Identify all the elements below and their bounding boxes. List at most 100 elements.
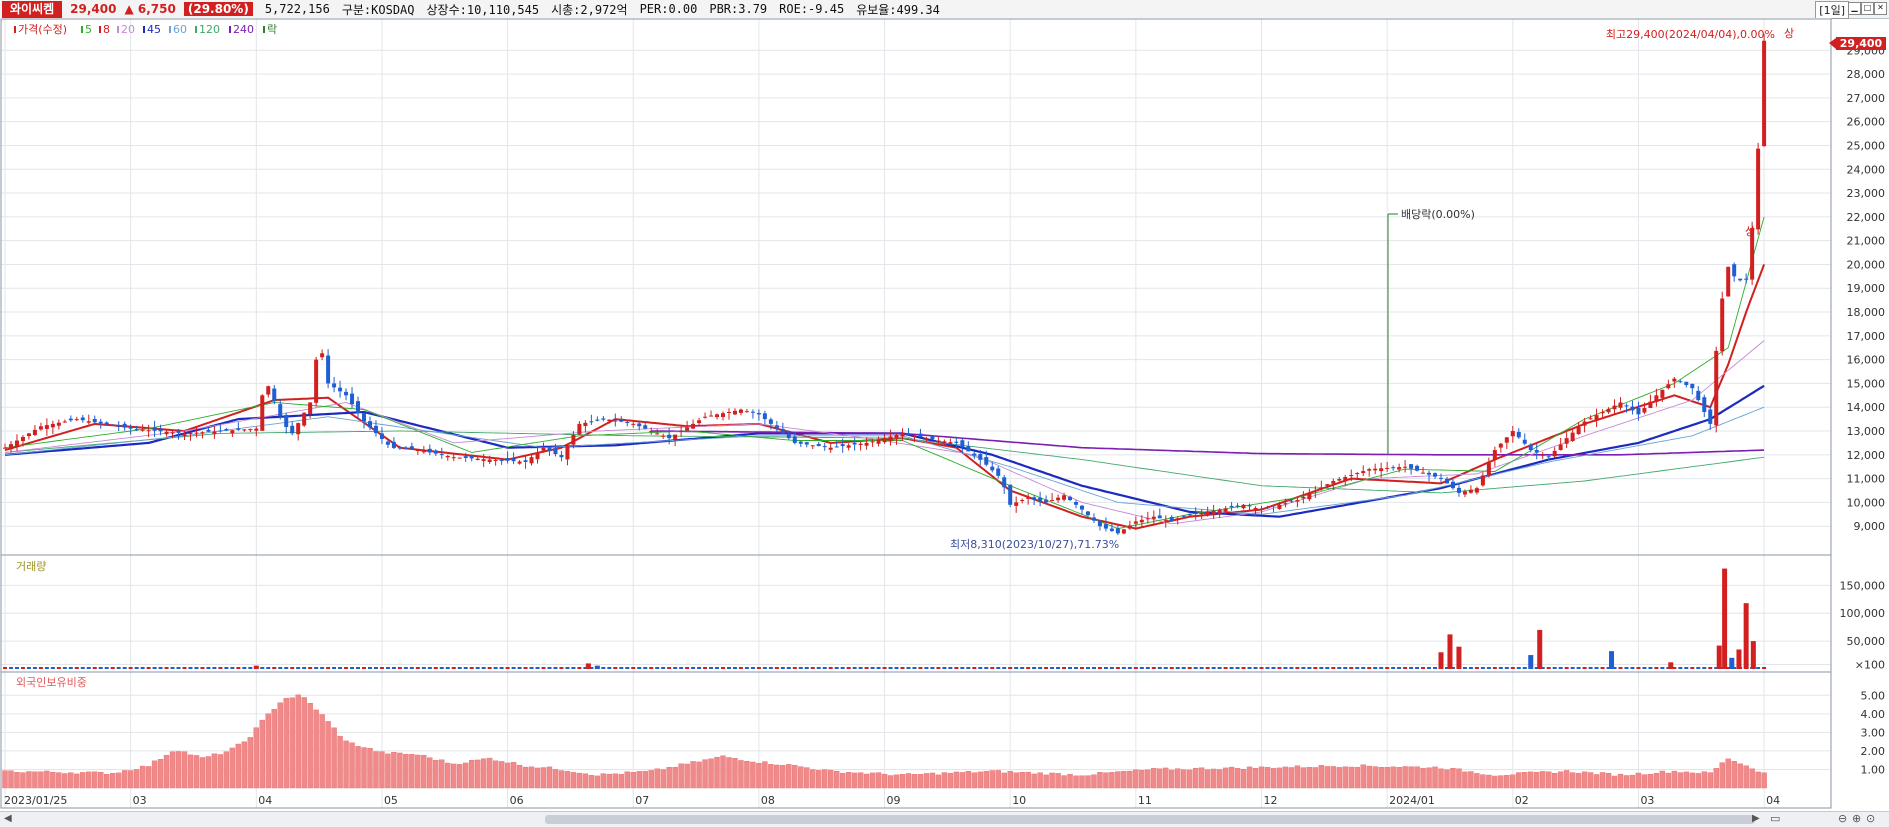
minimize-icon[interactable]: ▁ xyxy=(1848,2,1861,15)
volume-bar xyxy=(1498,667,1503,669)
volume-bar xyxy=(1235,667,1240,669)
foreign-ownership-bar xyxy=(295,694,301,789)
foreign-ownership-bar xyxy=(1276,767,1283,789)
volume-bar xyxy=(1247,667,1252,669)
volume-bar xyxy=(1223,667,1228,669)
price-tick-label: 17,000 xyxy=(1847,330,1886,343)
volume-bar xyxy=(679,667,684,669)
candle-body xyxy=(1205,511,1210,516)
stock-name[interactable]: 와이씨켐 xyxy=(2,0,63,18)
foreign-ownership-bar xyxy=(588,775,595,789)
candle-body xyxy=(1127,525,1132,529)
candle-body xyxy=(978,454,983,460)
foreign-ownership-bar xyxy=(1468,771,1474,789)
candle-body xyxy=(1606,408,1611,413)
foreign-ownership-bar xyxy=(804,767,810,789)
foreign-ownership-bar xyxy=(612,773,618,789)
candle-body xyxy=(1331,480,1336,484)
volume-bar xyxy=(200,667,205,669)
candle-body xyxy=(242,429,247,431)
candle-body xyxy=(1325,484,1330,486)
scroll-thumb[interactable] xyxy=(545,815,1755,824)
candle-body xyxy=(421,451,426,453)
candle-body xyxy=(990,466,995,471)
volume-bar xyxy=(1750,641,1756,669)
candle-body xyxy=(559,454,564,458)
volume-bar xyxy=(110,667,115,669)
volume-bar xyxy=(732,667,737,669)
candle-body xyxy=(1522,439,1527,444)
foreign-ownership-bar xyxy=(1665,772,1672,789)
candle-body xyxy=(750,411,755,413)
volume-bar xyxy=(601,667,606,669)
foreign-ownership-bar xyxy=(157,759,164,789)
candle-body xyxy=(1133,521,1138,524)
foreign-ownership-bar xyxy=(1234,768,1241,789)
foreign-ownership-bar xyxy=(594,775,601,789)
legend-swatch xyxy=(229,26,231,33)
volume-bar xyxy=(744,667,749,669)
foreign-ownership-bar xyxy=(498,761,505,789)
volume-bar xyxy=(391,667,396,669)
foreign-ownership-bar xyxy=(1462,771,1468,789)
zoom-reset-icon[interactable]: ⊙ xyxy=(1866,812,1876,825)
volume-bar xyxy=(1109,667,1114,669)
per-value: PER:0.00 xyxy=(639,2,698,16)
volume-bar xyxy=(517,667,522,669)
scroll-right-icon[interactable]: ▶ xyxy=(1752,813,1760,824)
zoom-in-icon[interactable]: ⊕ xyxy=(1852,812,1862,825)
price-tick-label: 26,000 xyxy=(1847,116,1886,129)
candle-body xyxy=(140,429,145,431)
candle-body xyxy=(930,435,935,440)
maximize-icon[interactable]: □ xyxy=(1861,2,1874,15)
foreign-ownership-bar xyxy=(8,770,14,789)
volume-bar xyxy=(1456,646,1462,669)
volume-bar xyxy=(715,667,720,669)
foreign-panel-border xyxy=(0,671,1832,809)
candle-body xyxy=(320,353,325,358)
candle-body xyxy=(1648,401,1653,408)
legend-swatch xyxy=(195,26,197,33)
candle-body xyxy=(1307,493,1312,500)
foreign-ownership-bar xyxy=(1300,767,1307,789)
price-tick-label: 19,000 xyxy=(1847,282,1886,295)
candle-body xyxy=(535,452,540,460)
foreign-panel-title: 외국인보유비중 xyxy=(16,676,87,689)
candle-body xyxy=(792,436,797,443)
candle-body xyxy=(804,442,809,445)
zoom-out-icon[interactable]: ⊖ xyxy=(1838,812,1848,825)
foreign-ownership-bar xyxy=(1067,773,1073,789)
close-icon[interactable]: ✕ xyxy=(1874,2,1887,15)
price-tick-label: 10,000 xyxy=(1847,496,1886,509)
volume-bar xyxy=(1492,667,1497,669)
candle-body xyxy=(1684,381,1689,386)
candle-body xyxy=(302,412,307,426)
volume-bar xyxy=(266,667,271,669)
foreign-ownership-bar xyxy=(1707,772,1713,789)
candle-body xyxy=(661,435,666,437)
price-tick-label: 9,000 xyxy=(1854,520,1886,533)
volume-bar xyxy=(1415,667,1420,669)
price-tick-label: 16,000 xyxy=(1847,354,1886,367)
period-selector[interactable]: [1일] xyxy=(1815,1,1849,19)
foreign-ownership-bar xyxy=(1432,766,1438,789)
scroll-left-icon[interactable]: ◀ xyxy=(4,813,12,824)
chart-scrollbar[interactable]: ◀ ▶ ▭ ⊖ ⊕ ⊙ xyxy=(0,811,1889,827)
volume-bar xyxy=(1355,667,1360,669)
foreign-ownership-bar xyxy=(469,759,475,789)
foreign-ownership-bar xyxy=(349,742,355,789)
volume-bar xyxy=(948,667,953,669)
candle-body xyxy=(1032,497,1037,500)
limit-up-marker: 상 xyxy=(1784,27,1794,40)
foreign-ownership-bar xyxy=(50,772,56,789)
foreign-ownership-bar xyxy=(1342,766,1348,789)
foreign-ownership-bar xyxy=(409,754,415,789)
range-slider-icon[interactable]: ▭ xyxy=(1770,812,1781,825)
volume-bar xyxy=(1564,667,1569,669)
candle-body xyxy=(50,423,55,428)
candle-body xyxy=(1427,472,1432,475)
volume-bar xyxy=(1444,667,1449,669)
candle-body xyxy=(1062,495,1067,500)
legend-swatch xyxy=(14,26,16,33)
